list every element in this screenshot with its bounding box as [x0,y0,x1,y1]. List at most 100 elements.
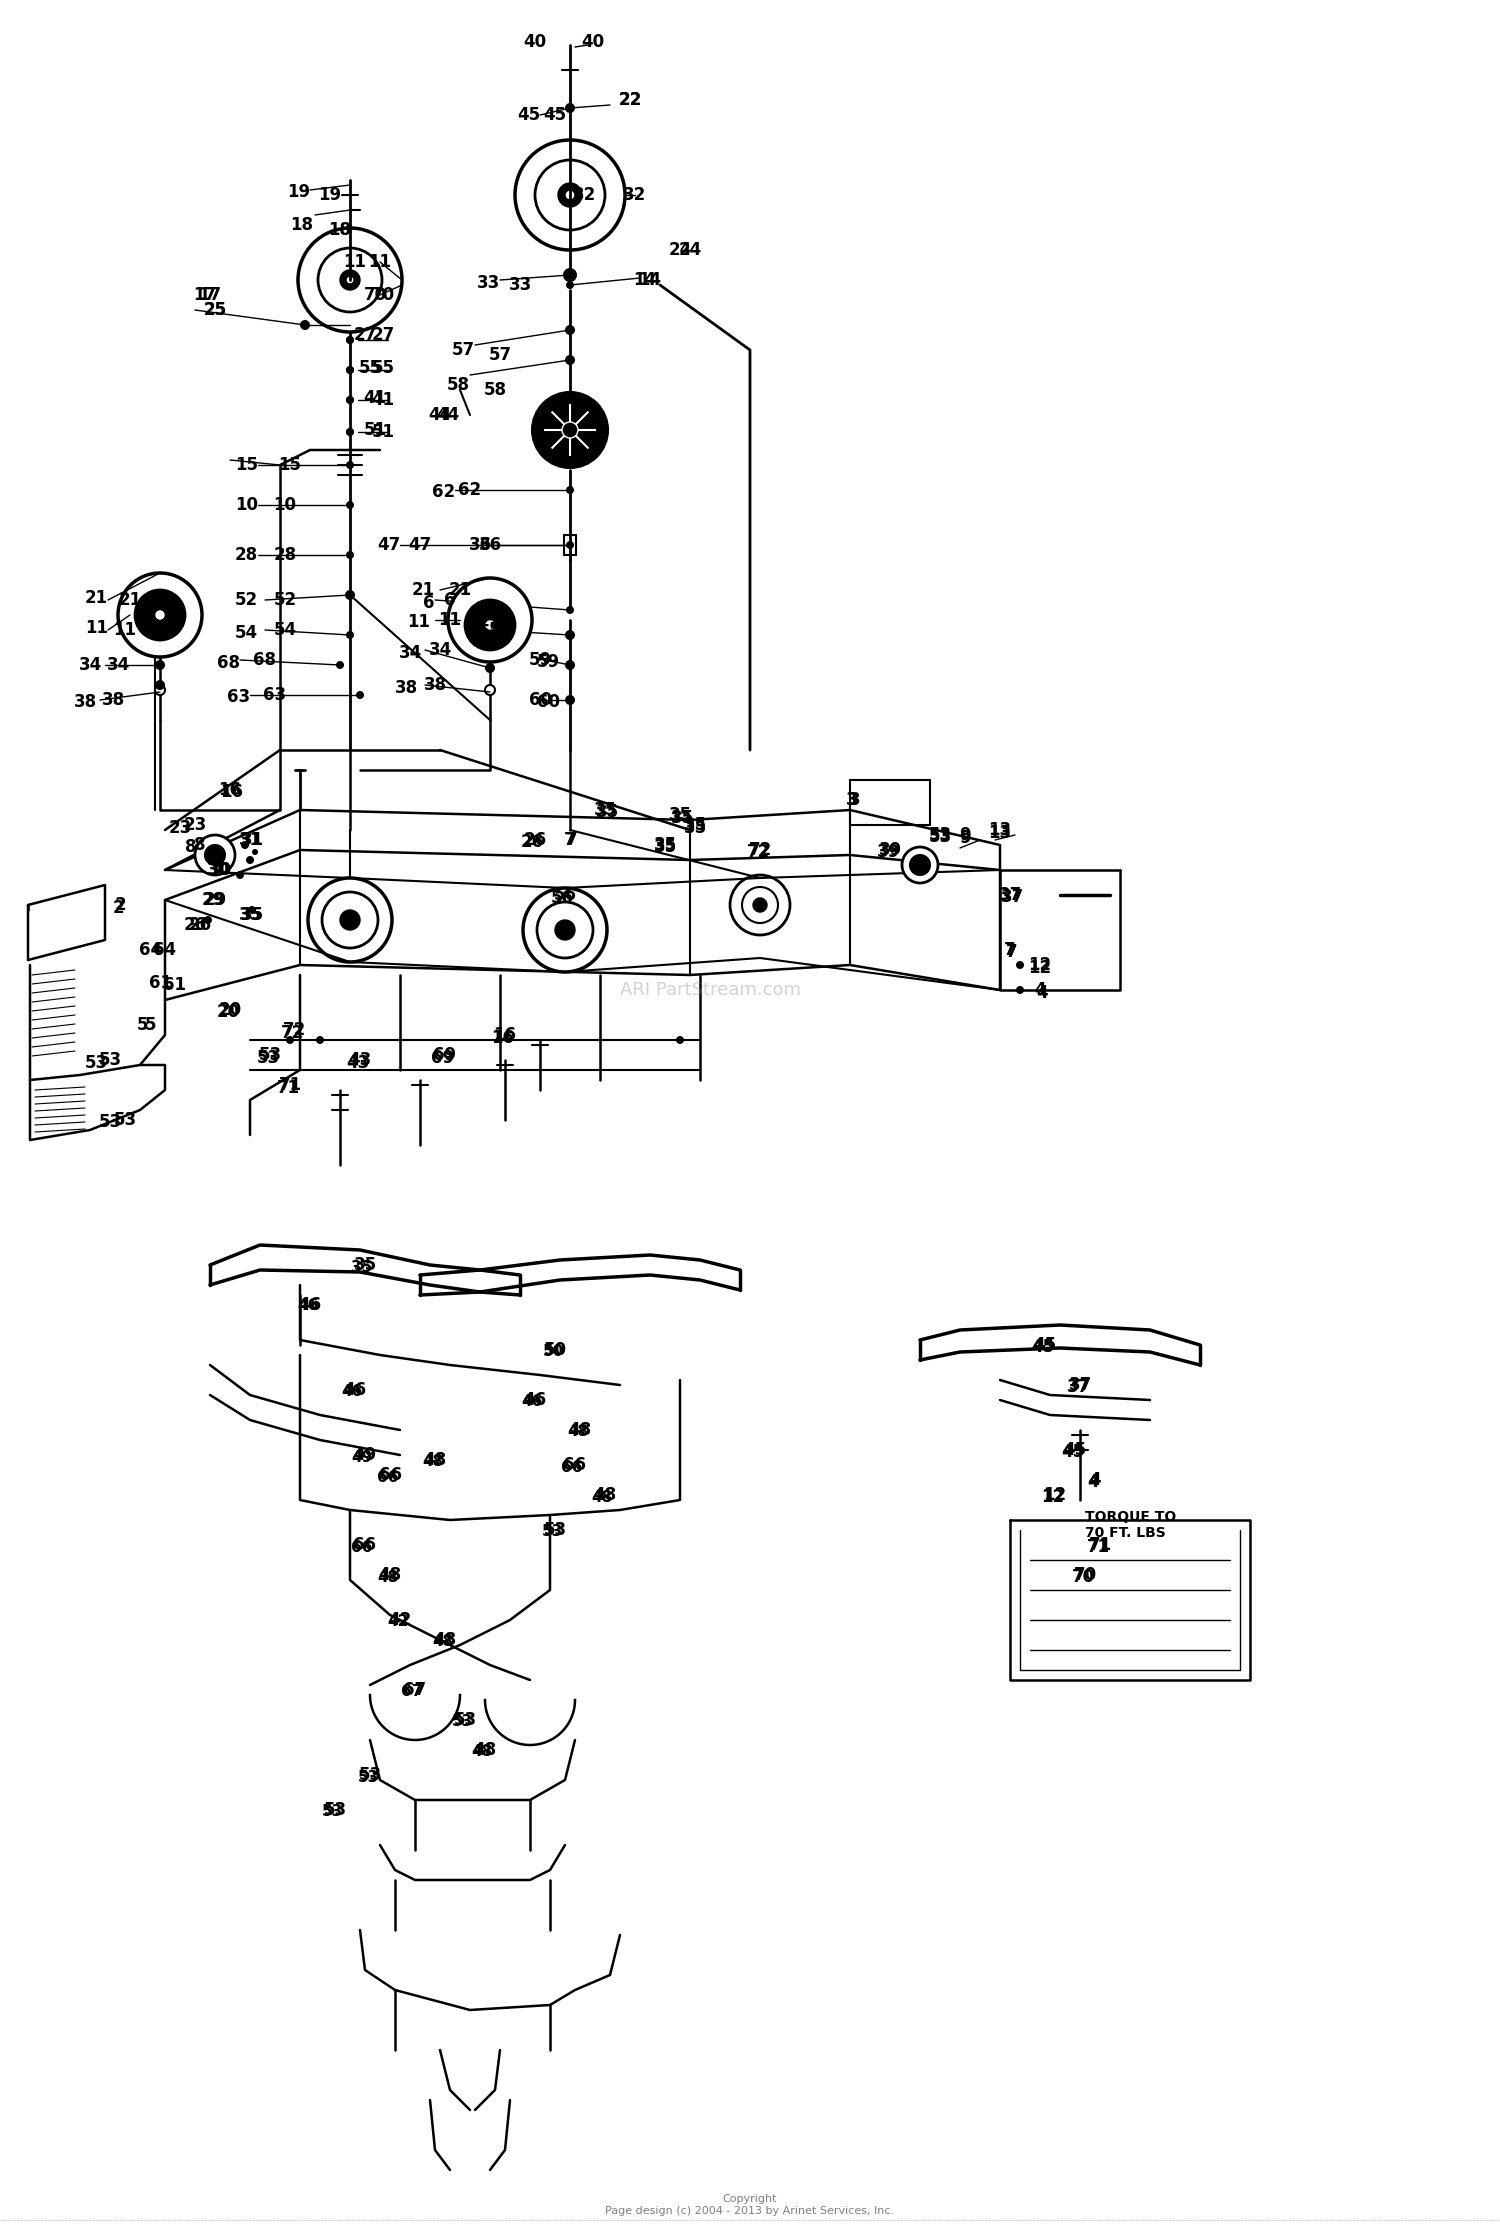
Text: 72: 72 [747,843,770,860]
Text: 33: 33 [509,276,531,294]
Text: 5: 5 [136,1016,148,1034]
Text: 72: 72 [280,1023,303,1041]
Text: 7: 7 [1004,941,1016,958]
Text: 11: 11 [114,622,136,640]
Text: 5: 5 [144,1016,156,1034]
Circle shape [555,921,574,941]
Text: 53: 53 [256,1050,279,1068]
Circle shape [486,622,494,629]
Text: 46: 46 [524,1391,546,1409]
Text: 35: 35 [654,838,676,856]
Text: 17: 17 [198,285,222,303]
Text: 48: 48 [432,1634,453,1649]
Text: 53: 53 [928,827,951,847]
Circle shape [346,337,354,343]
Circle shape [204,916,212,925]
Text: 71: 71 [279,1077,302,1094]
Text: 48: 48 [378,1567,402,1585]
Text: 69: 69 [432,1050,454,1068]
Text: 17: 17 [194,285,216,303]
Text: 14: 14 [639,272,662,290]
Circle shape [532,392,608,468]
Text: 10: 10 [273,497,297,515]
Text: 6: 6 [444,591,456,609]
Text: 34: 34 [429,642,451,660]
Text: 39: 39 [876,843,900,860]
Text: 60: 60 [528,691,552,709]
Circle shape [566,542,574,548]
Text: 54: 54 [236,624,258,642]
Text: 50: 50 [543,1342,567,1360]
Text: 11: 11 [369,254,392,272]
Text: 47: 47 [408,535,432,555]
Text: 62: 62 [432,484,454,502]
Text: 20: 20 [219,1001,242,1019]
Circle shape [346,276,354,283]
Text: 12: 12 [1044,1487,1066,1505]
Circle shape [910,856,930,876]
Circle shape [154,660,165,671]
Text: 26: 26 [189,916,211,934]
Text: 23: 23 [183,816,207,834]
Text: 66: 66 [564,1456,586,1473]
Circle shape [346,428,354,437]
Text: 64: 64 [153,941,177,958]
Circle shape [345,591,355,600]
Text: 56: 56 [550,889,573,907]
Text: 21: 21 [118,591,141,609]
Text: 11: 11 [344,254,366,272]
Text: 48: 48 [378,1569,399,1585]
Text: 46: 46 [344,1382,366,1400]
Text: 35: 35 [596,802,618,820]
Circle shape [753,898,766,912]
Text: 27: 27 [372,325,394,343]
Text: 49: 49 [351,1449,372,1464]
Circle shape [346,337,354,343]
Text: 13: 13 [988,820,1011,838]
Text: 7: 7 [1007,943,1019,961]
Text: 22: 22 [618,91,642,109]
Text: 3: 3 [846,791,858,809]
Circle shape [1016,961,1025,970]
Text: 29: 29 [201,892,225,909]
Circle shape [346,397,354,403]
Text: 42: 42 [387,1614,408,1629]
Text: 62: 62 [459,481,482,499]
Text: 11: 11 [438,611,462,629]
Text: 70: 70 [1071,1567,1095,1587]
Text: 23: 23 [168,818,192,838]
Text: 35: 35 [654,836,676,854]
Text: 20: 20 [216,1003,240,1021]
Circle shape [566,486,574,495]
Text: 45: 45 [518,107,540,125]
Circle shape [322,892,378,947]
Text: 51: 51 [372,424,394,441]
Text: 59: 59 [537,653,560,671]
Text: 50: 50 [543,1344,564,1360]
Text: 53: 53 [114,1110,136,1130]
Circle shape [346,366,354,374]
Text: 53: 53 [86,1054,108,1072]
Text: 24: 24 [669,241,692,259]
Circle shape [195,836,236,876]
Text: 24: 24 [678,241,702,259]
Circle shape [340,909,360,929]
Text: 21: 21 [413,582,435,600]
Text: 13: 13 [988,825,1011,843]
Text: 22: 22 [618,91,642,109]
Text: 53: 53 [358,1765,381,1783]
Text: 46: 46 [298,1295,321,1315]
Text: 35: 35 [670,809,693,827]
Text: 3: 3 [849,791,861,809]
Text: 21: 21 [86,588,108,606]
Text: 57: 57 [452,341,476,359]
Text: 18: 18 [290,216,314,234]
Text: 66: 66 [351,1540,372,1554]
Circle shape [676,1036,684,1043]
Text: 16: 16 [220,782,243,800]
Text: 48: 48 [567,1424,588,1440]
Circle shape [206,845,225,865]
Text: 21: 21 [448,582,471,600]
Text: 15: 15 [236,457,258,475]
Text: 53: 53 [453,1712,477,1730]
